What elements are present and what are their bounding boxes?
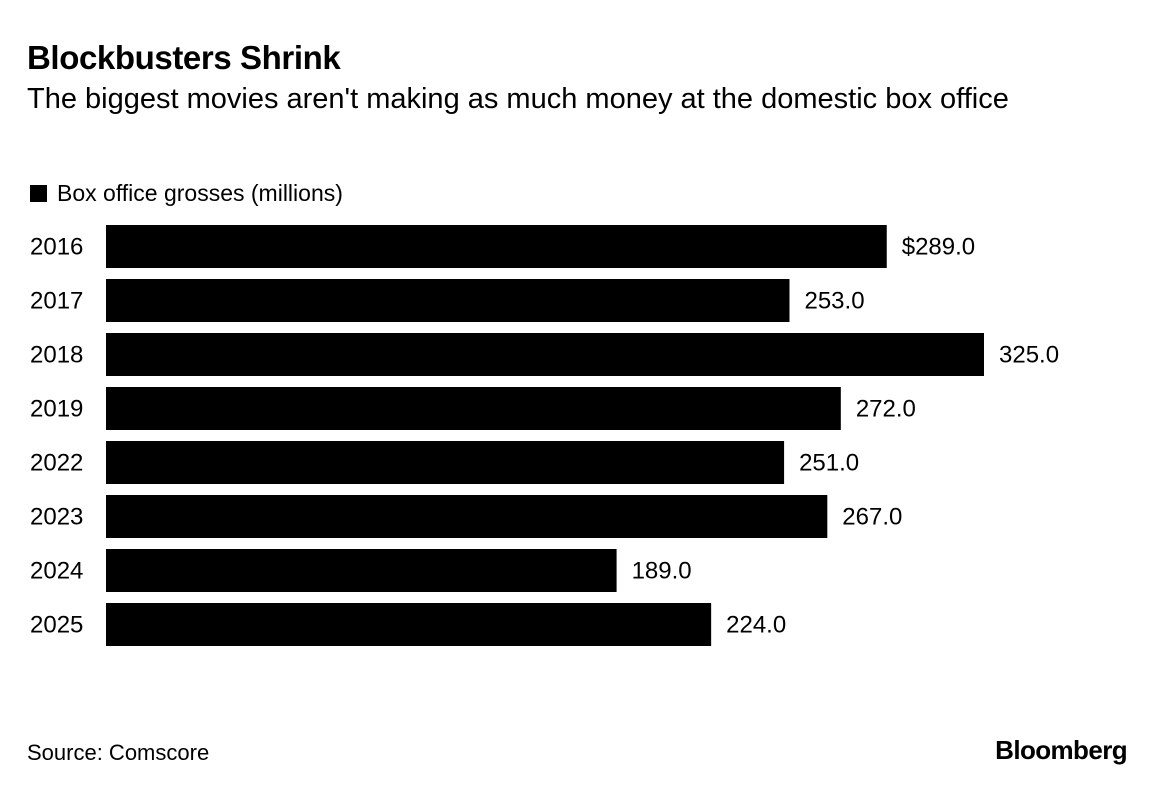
data-label: 253.0: [804, 288, 864, 315]
legend: Box office grosses (millions): [30, 178, 343, 208]
chart-title: Blockbusters Shrink: [27, 39, 341, 76]
bar-2016: [106, 225, 887, 268]
data-label: $289.0: [902, 234, 975, 261]
bar-2023: [106, 495, 828, 538]
bar-2018: [106, 333, 984, 376]
chart-subtitle: The biggest movies aren't making as much…: [27, 83, 1009, 115]
data-label: 224.0: [726, 612, 786, 639]
y-tick-label: 2024: [30, 558, 83, 585]
data-label: 325.0: [999, 342, 1059, 369]
y-tick-label: 2025: [30, 612, 83, 639]
legend-swatch: [30, 184, 47, 202]
y-tick-label: 2017: [30, 288, 83, 315]
bar-2019: [106, 387, 841, 430]
y-tick-label: 2023: [30, 504, 83, 531]
data-label: 251.0: [799, 450, 859, 477]
data-label: 267.0: [842, 504, 902, 531]
y-tick-label: 2018: [30, 342, 83, 369]
y-tick-label: 2022: [30, 450, 83, 477]
bar-2022: [106, 441, 785, 484]
legend-label: Box office grosses (millions): [57, 180, 343, 206]
bloomberg-logo: Bloomberg: [995, 735, 1127, 765]
data-label: 272.0: [856, 396, 916, 423]
bar-2017: [106, 279, 790, 322]
y-tick-label: 2019: [30, 396, 83, 423]
bar-chart: 2016 $289.0 2017 253.0 2018 325.0 2019 272.0 202…: [30, 225, 1059, 646]
source-note: Source: Comscore: [27, 740, 210, 765]
data-label: 189.0: [632, 558, 692, 585]
y-tick-label: 2016: [30, 234, 83, 261]
bar-2025: [106, 603, 712, 646]
bar-2024: [106, 549, 617, 592]
